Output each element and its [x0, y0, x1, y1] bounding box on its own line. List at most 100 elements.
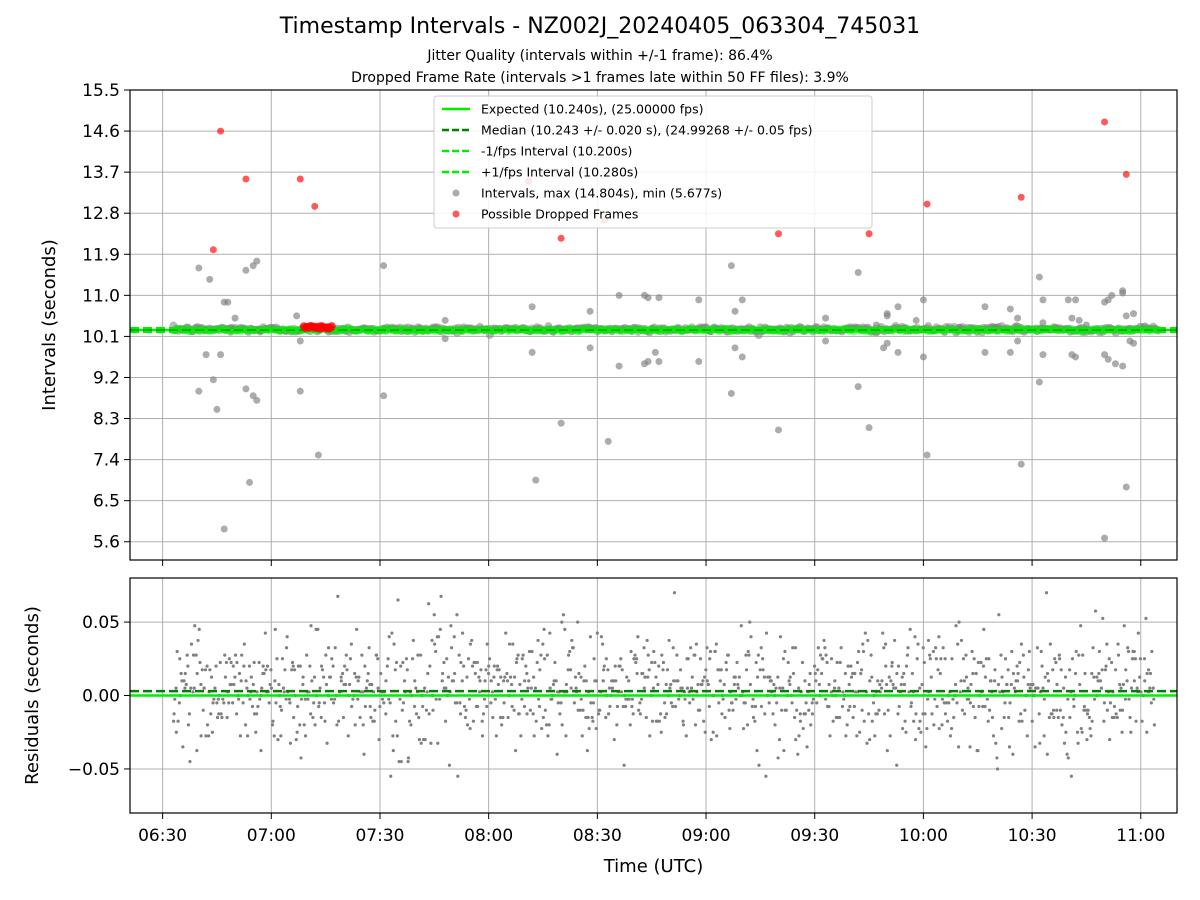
residual-point	[419, 741, 423, 745]
residual-point	[428, 664, 432, 668]
residual-point	[853, 690, 858, 694]
y-tick-label: 14.6	[82, 122, 120, 142]
residual-point	[563, 627, 567, 632]
residual-point	[989, 679, 993, 683]
residual-point	[846, 664, 850, 668]
residual-point	[455, 613, 459, 617]
residual-point	[673, 704, 678, 709]
interval-point	[380, 392, 388, 400]
residual-point	[796, 752, 800, 756]
residual-point	[961, 657, 966, 661]
residual-point	[1072, 697, 1076, 701]
residual-point	[510, 682, 514, 687]
residual-point	[835, 660, 839, 665]
residual-point	[769, 679, 773, 683]
residual-point	[885, 682, 889, 687]
residual-point	[500, 723, 504, 727]
residual-point	[950, 657, 954, 661]
residual-point	[1000, 675, 1004, 679]
residual-point	[449, 624, 453, 628]
residual-point	[468, 726, 472, 731]
residual-point	[764, 774, 768, 778]
legend-dot-swatch	[452, 210, 460, 218]
residual-point	[939, 657, 943, 661]
residual-point	[487, 664, 491, 668]
residual-point	[559, 701, 563, 705]
residual-point	[399, 664, 403, 668]
residual-point	[1091, 646, 1095, 650]
residual-point	[492, 675, 496, 679]
interval-point	[774, 426, 782, 434]
residual-point	[999, 653, 1003, 657]
residual-point	[922, 660, 926, 665]
residual-point	[188, 759, 192, 764]
residual-point	[859, 668, 864, 672]
residual-point	[508, 675, 513, 679]
residual-point	[684, 734, 688, 738]
residual-point	[449, 646, 454, 650]
residual-point	[870, 719, 874, 723]
residual-point	[633, 653, 637, 657]
residual-point	[848, 704, 852, 709]
residual-point	[181, 745, 185, 749]
residual-point	[918, 719, 922, 723]
residual-point	[604, 715, 608, 720]
residual-point	[1098, 679, 1103, 683]
residual-point	[269, 686, 274, 690]
residual-point	[610, 686, 615, 690]
residual-point	[1036, 686, 1040, 690]
legend-label: Median (10.243 +/- 0.020 s), (24.99268 +…	[481, 123, 812, 138]
residual-point	[732, 682, 736, 687]
residual-point	[645, 638, 649, 643]
residual-point	[443, 719, 448, 723]
residual-point	[969, 682, 973, 687]
interval-point	[1082, 321, 1090, 329]
residual-point	[1063, 675, 1068, 679]
residual-point	[650, 719, 655, 723]
residual-point	[851, 715, 855, 720]
residual-point	[705, 646, 709, 650]
residual-point	[1129, 686, 1134, 690]
residual-point	[256, 704, 260, 709]
residual-point	[335, 723, 339, 727]
residual-point	[538, 668, 542, 672]
residual-point	[900, 675, 904, 679]
residual-point	[283, 668, 287, 672]
residual-point	[434, 649, 438, 654]
residual-point	[262, 671, 266, 676]
residual-point	[832, 686, 837, 690]
residual-point	[255, 712, 259, 716]
residual-point	[724, 668, 729, 672]
residual-point	[1028, 686, 1032, 690]
y-axis-label: Intervals (seconds)	[39, 239, 60, 411]
intervals-panel: 5.6 6.5 7.4 8.3 9.2 10.1 11.0 11.9 12.8 13.7 14.6 1…	[39, 81, 1178, 566]
residual-point	[867, 712, 871, 716]
residual-point	[205, 664, 209, 668]
interval-point	[822, 314, 830, 322]
residual-point	[768, 675, 772, 679]
residual-point	[722, 682, 726, 687]
residual-point	[436, 635, 441, 639]
residual-point	[489, 701, 493, 705]
residual-point	[1097, 671, 1101, 676]
y-tick-label: 11.0	[82, 286, 120, 306]
residual-point	[859, 671, 863, 676]
residual-point	[1045, 752, 1049, 756]
residual-point	[677, 697, 681, 701]
residual-point	[251, 682, 255, 687]
interval-point	[1119, 362, 1127, 370]
residual-point	[883, 642, 888, 646]
residual-point	[354, 675, 358, 679]
residual-point	[891, 682, 895, 687]
residual-point	[821, 657, 825, 661]
residual-point	[1092, 675, 1096, 679]
residual-point	[759, 704, 764, 709]
residual-point	[788, 682, 792, 687]
residual-point	[1073, 671, 1078, 676]
residual-point	[432, 613, 436, 617]
residual-point	[331, 664, 335, 668]
residual-point	[312, 675, 317, 679]
residual-point	[721, 697, 725, 701]
residual-point	[292, 715, 296, 720]
residual-point	[1152, 697, 1156, 701]
